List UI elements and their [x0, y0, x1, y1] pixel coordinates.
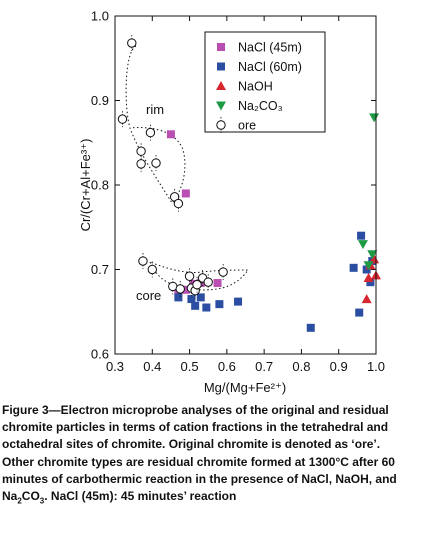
- point-ore: [203, 274, 213, 291]
- point-ore: [192, 276, 202, 293]
- x-tick-label: 0.4: [143, 359, 161, 374]
- point-ore: [173, 195, 184, 212]
- rim-outline: [125, 45, 186, 204]
- point-nacl-60m: [191, 301, 200, 310]
- legend-marker-nacl-60m: [217, 62, 225, 71]
- point-nacl-45m: [181, 189, 190, 198]
- point-ore: [117, 111, 128, 128]
- caption-line-4: Other chromite types are residual chromi…: [2, 454, 395, 469]
- point-nacl-45m: [181, 285, 190, 294]
- x-tick-label: 0.7: [255, 359, 273, 374]
- point-ore: [175, 280, 185, 297]
- caption-line-5: minutes of carbothermic reaction in the …: [2, 471, 397, 486]
- legend-entries: NaCl (45m) NaCl (60m) NaOH Na₂CO₃ ore: [216, 41, 302, 133]
- caption-line-6: Na2CO3. NaCl (45m): 45 minutes’ reaction: [2, 489, 237, 506]
- point-naoh: [363, 272, 374, 282]
- point-nacl-45m: [213, 279, 222, 288]
- legend-marker-ore: [216, 117, 226, 133]
- point-naoh: [361, 294, 372, 304]
- point-ore: [127, 35, 137, 52]
- y-tick-label: 1.0: [91, 9, 109, 24]
- point-nacl-60m: [355, 308, 364, 317]
- legend-marker-nacl-45m: [217, 43, 225, 51]
- y-axis-title: Cr/(Cr+Al+Fe³⁺): [78, 139, 93, 232]
- point-na-co: [369, 113, 380, 123]
- point-nacl-60m: [187, 295, 196, 304]
- point-nacl-60m: [362, 265, 371, 274]
- legend-label-nacl-60m: NaCl (60m): [238, 60, 302, 74]
- legend-label-ore: ore: [238, 119, 256, 133]
- rim-label: rim: [146, 102, 164, 117]
- point-ore: [147, 261, 157, 278]
- y-tick-label: 0.9: [91, 93, 109, 108]
- point-nacl-60m: [349, 263, 358, 272]
- caption-line-3: octahedral sites of chromite. Original c…: [2, 437, 381, 452]
- point-nacl-60m: [366, 278, 375, 287]
- point-na-co: [367, 250, 378, 260]
- point-ore: [151, 155, 161, 172]
- point-nacl-60m: [202, 303, 211, 312]
- figure-caption: Figure 3—Electron microprobe analyses of…: [2, 402, 426, 510]
- legend-label-na-co: Na₂CO₃: [238, 99, 283, 113]
- point-ore: [136, 155, 146, 172]
- x-tick-label: 0.6: [218, 359, 236, 374]
- x-tick-label: 1.0: [367, 359, 385, 374]
- caption-line-1: Figure 3—Electron microprobe analyses of…: [2, 403, 389, 417]
- x-axis-title: Mg/(Mg+Fe²⁺): [204, 380, 286, 395]
- x-tick-label: 0.9: [330, 359, 348, 374]
- scatter-chart: 0.3 0.4 0.5 0.6 0.7 0.8 0.9 1.00.60.70.80.91.0 …: [78, 9, 385, 396]
- point-nacl-45m: [166, 130, 175, 139]
- y-tick-label: 0.7: [91, 262, 109, 277]
- data-points: [117, 35, 381, 332]
- legend-label-naoh: NaOH: [238, 80, 273, 94]
- legend-marker-naoh: [216, 81, 226, 90]
- x-tick-label: 0.3: [106, 359, 124, 374]
- point-na-co: [363, 261, 374, 271]
- point-ore: [168, 278, 178, 295]
- point-nacl-60m: [174, 293, 183, 302]
- y-tick-label: 0.6: [91, 347, 109, 362]
- point-nacl-60m: [357, 231, 366, 240]
- core-label: core: [136, 288, 161, 303]
- x-tick-label: 0.8: [292, 359, 310, 374]
- point-nacl-60m: [196, 293, 205, 302]
- point-ore: [184, 268, 195, 285]
- point-ore: [218, 264, 228, 281]
- plot-frame: [114, 15, 377, 355]
- legend-marker-na-co: [216, 101, 226, 111]
- x-tick-label: 0.5: [181, 359, 199, 374]
- point-naoh: [369, 254, 380, 264]
- point-na-co: [357, 240, 368, 250]
- point-ore: [138, 253, 148, 270]
- y-tick-label: 0.8: [91, 178, 109, 193]
- caption-line-2: chromite particles in terms of cation fr…: [2, 420, 389, 435]
- point-nacl-60m: [215, 300, 224, 309]
- axis-ticks: 0.3 0.4 0.5 0.6 0.7 0.8 0.9 1.0 0.6 0.7 0.8 0.9 1.0: [91, 9, 385, 375]
- point-nacl-60m: [306, 323, 315, 332]
- legend: NaCl (45m) NaCl (60m) NaOH Na₂CO₃ ore: [204, 31, 326, 133]
- point-nacl-60m: [234, 297, 243, 306]
- legend-label-nacl-45m: NaCl (45m): [238, 41, 302, 55]
- point-ore: [145, 124, 156, 141]
